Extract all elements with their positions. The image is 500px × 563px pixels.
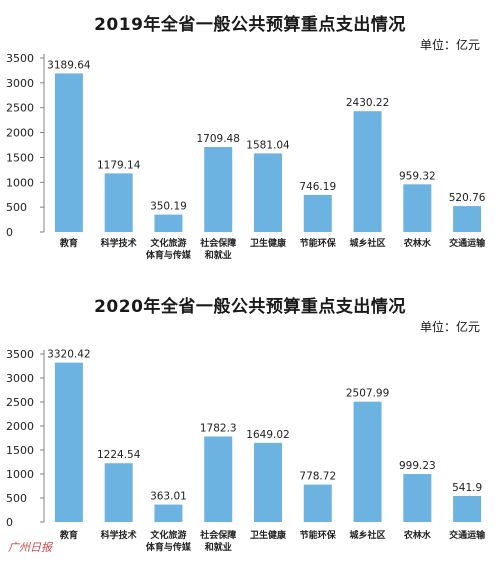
x-category-label: 科学技术 [101, 529, 137, 541]
chart-panel-2020: 2020年全省一般公共预算重点支出情况 单位：亿元 0 500 1000 1500 20… [0, 282, 500, 563]
y-tick-label: 2000 [6, 127, 34, 140]
y-tick-label: 500 [6, 492, 27, 505]
y-tick-label: 2500 [6, 396, 34, 409]
data-label: 350.19 [150, 201, 187, 213]
x-category-label: 节能环保 [300, 529, 337, 541]
x-category-label: 交通运输 [449, 529, 486, 541]
x-category-label: 社会保障 [199, 237, 236, 249]
unit-label: 单位：亿元 [419, 38, 480, 52]
data-label: 2430.22 [346, 97, 389, 109]
data-label: 1581.04 [246, 139, 290, 151]
chart-panel-2019: 2019年全省一般公共预算重点支出情况 单位：亿元 0 500 1000 1500 20… [6, 15, 486, 261]
bar-9 [453, 206, 482, 232]
y-tick-label: 1000 [6, 176, 34, 189]
data-label: 999.23 [399, 460, 436, 472]
x-category-label: 卫生健康 [250, 237, 287, 249]
y-tick-label: 3500 [6, 348, 34, 361]
x-category-label: 和就业 [204, 249, 232, 261]
y-tick-label: 3500 [6, 52, 34, 65]
data-label: 1782.3 [200, 422, 237, 434]
data-label: 1649.02 [246, 429, 289, 441]
y-tick-label: 1000 [6, 468, 34, 481]
chart-title: 2019年全省一般公共预算重点支出情况 [94, 15, 406, 35]
data-label: 2507.99 [346, 388, 389, 400]
bar-8 [403, 474, 432, 522]
bar-chart-2020: 0 500 1000 1500 2000 2500 3000 3500 3320.42 教育 122… [6, 348, 486, 553]
bar-1 [54, 73, 83, 233]
bar-9 [453, 495, 482, 522]
bar-6 [303, 194, 332, 232]
data-label: 1709.48 [197, 133, 240, 145]
bar-3 [154, 214, 183, 232]
y-tick-label: 0 [6, 516, 13, 529]
y-tick-label: 500 [6, 201, 27, 214]
y-tick-label: 1500 [6, 444, 34, 457]
x-category-label: 和就业 [204, 541, 232, 553]
x-category-label: 社会保障 [199, 529, 236, 541]
data-label: 1179.14 [97, 159, 141, 171]
unit-label: 单位：亿元 [419, 320, 480, 334]
x-category-label: 卫生健康 [250, 529, 287, 541]
bar-1 [54, 362, 83, 522]
x-category-label: 城乡社区 [350, 237, 386, 249]
bar-4 [204, 147, 233, 232]
y-tick-label: 3000 [6, 372, 34, 385]
x-category-label: 教育 [59, 237, 78, 249]
y-tick-label: 1500 [6, 151, 34, 164]
x-category-label: 教育 [59, 529, 78, 541]
y-tick-label: 0 [6, 226, 13, 239]
data-label: 363.01 [150, 491, 187, 503]
data-label: 541.9 [452, 482, 482, 494]
x-category-label: 农林水 [403, 237, 432, 249]
data-label: 778.72 [299, 471, 336, 483]
bar-5 [254, 442, 282, 522]
x-category-label: 交通运输 [449, 237, 486, 249]
x-category-label: 体育与传媒 [146, 541, 192, 553]
bar-2 [104, 463, 133, 522]
bar-5 [254, 153, 282, 232]
x-category-label: 文化旅游 [149, 237, 186, 249]
x-category-label: 农林水 [403, 529, 432, 541]
bar-7 [353, 111, 382, 232]
bar-chart-2019: 0 500 1000 1500 2000 2500 3000 3500 3189.64 教育 117… [6, 52, 486, 261]
y-tick-label: 2500 [6, 102, 34, 115]
bar-4 [204, 436, 233, 522]
x-category-label: 体育与传媒 [146, 249, 192, 261]
chart-title: 2020年全省一般公共预算重点支出情况 [94, 297, 406, 317]
data-label: 3320.42 [47, 349, 90, 361]
bar-8 [403, 184, 432, 232]
data-label: 1224.54 [97, 449, 141, 461]
bar-3 [154, 504, 183, 522]
x-category-label: 科学技术 [101, 237, 137, 249]
x-category-label: 节能环保 [300, 237, 337, 249]
y-tick-label: 3000 [6, 77, 34, 90]
data-label: 3189.64 [47, 59, 91, 71]
x-category-label: 城乡社区 [350, 529, 386, 541]
newspaper-logo-watermark: 广州日报 [8, 541, 52, 554]
bar-2 [104, 173, 133, 232]
x-category-label: 文化旅游 [149, 529, 186, 541]
data-label: 520.76 [449, 192, 486, 204]
data-label: 959.32 [399, 170, 436, 182]
bar-7 [353, 401, 382, 522]
y-tick-label: 2000 [6, 420, 34, 433]
data-label: 746.19 [299, 181, 336, 193]
bar-6 [303, 484, 332, 522]
